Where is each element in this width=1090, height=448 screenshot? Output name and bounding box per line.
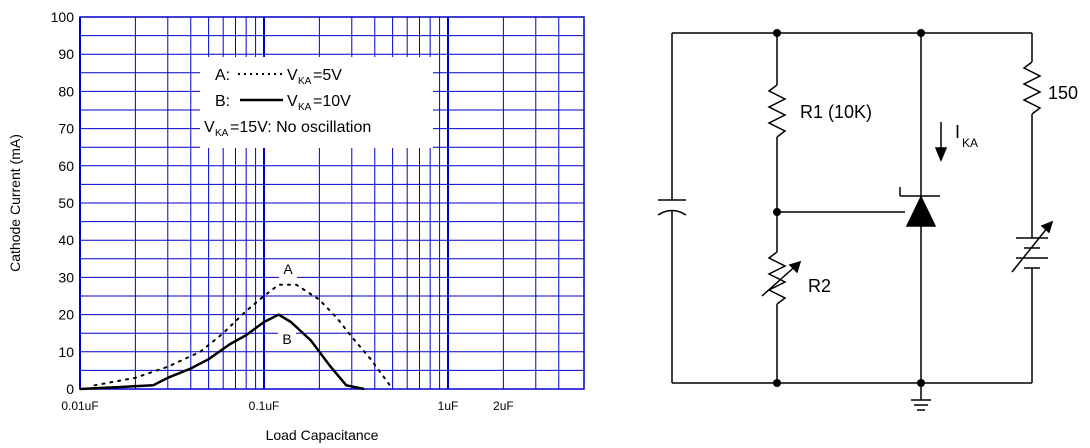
r2-label: R2: [808, 276, 831, 296]
r150-resistor: [1022, 61, 1042, 115]
junction-dot: [773, 208, 781, 216]
y-tick-label: 20: [58, 307, 74, 323]
junction-dot: [917, 379, 925, 387]
legend-a-value: =5V: [313, 67, 342, 84]
legend-b-value: =10V: [313, 93, 351, 110]
x-tick-label: 1uF: [438, 399, 459, 413]
x-tick-label: 0.01uF: [61, 399, 98, 413]
shunt-triangle: [905, 195, 937, 227]
r150-label: 150: [1048, 83, 1078, 103]
curves: [79, 283, 394, 391]
test-circuit: [657, 29, 1054, 411]
y-tick-label: 40: [58, 232, 74, 248]
curve-b-label-bg: [278, 330, 296, 348]
y-tick-label: 50: [58, 195, 74, 211]
legend-b-sub: KA: [298, 102, 312, 113]
y-tick-label: 10: [58, 344, 74, 360]
y-tick-label: 80: [58, 83, 74, 99]
legend-c-v: V: [204, 119, 215, 136]
ika-label: I: [955, 122, 960, 142]
r1-label: R1 (10K): [800, 102, 872, 122]
capacitor-plate-curved: [657, 209, 687, 216]
curve-a: [93, 283, 394, 390]
legend-c-text: =15V: No oscillation: [230, 119, 371, 136]
r2-arrowhead: [788, 260, 802, 274]
junction-dot: [773, 379, 781, 387]
curve-a-label: A: [283, 261, 293, 277]
y-tick-label: 100: [51, 9, 75, 25]
legend-a-v: V: [287, 67, 298, 84]
junction-dot: [917, 29, 925, 37]
y-tick-label: 30: [58, 269, 74, 285]
x-tick-label: 2uF: [493, 399, 514, 413]
y-tick-label: 0: [66, 381, 74, 397]
legend-b-prefix: B:: [215, 93, 230, 110]
legend-a-prefix: A:: [215, 67, 230, 84]
ika-arrowhead: [934, 147, 948, 162]
y-tick-label: 90: [58, 46, 74, 62]
r2-resistor: [767, 251, 787, 305]
y-axis-label: Cathode Current (mA): [7, 134, 23, 272]
y-tick-label: 60: [58, 158, 74, 174]
legend-b-v: V: [287, 93, 298, 110]
legend-c-sub: KA: [215, 128, 229, 139]
horizontal-grid: [80, 35, 584, 371]
junction-dot: [773, 29, 781, 37]
legend: A: V KA =5V B: V KA =10V V KA =15V: No o…: [200, 57, 433, 148]
curve-b: [79, 313, 365, 391]
y-tick-label: 70: [58, 121, 74, 137]
plot-frame: [79, 16, 585, 390]
x-tick-label: 0.1uF: [249, 399, 280, 413]
r1-resistor: [767, 84, 787, 138]
curve-a-label-bg: [279, 260, 297, 278]
supply-variable-arrow: [1011, 221, 1053, 273]
supply-arrowhead: [1040, 220, 1054, 234]
curve-b-label: B: [282, 331, 291, 347]
legend-box: [200, 57, 433, 148]
legend-a-sub: KA: [298, 76, 312, 87]
x-axis-label: Load Capacitance: [266, 427, 379, 443]
y-tick-labels: 0 10 20 30 40 50 60 70 80 90 100: [51, 9, 75, 397]
cathode-current-chart: 0 10 20 30 40 50 60 70 80 90 100 0.01uF 0.1uF 1uF 2uF…: [7, 9, 585, 443]
ika-sub-label: KA: [962, 136, 978, 150]
x-tick-labels: 0.01uF 0.1uF 1uF 2uF: [61, 399, 513, 413]
